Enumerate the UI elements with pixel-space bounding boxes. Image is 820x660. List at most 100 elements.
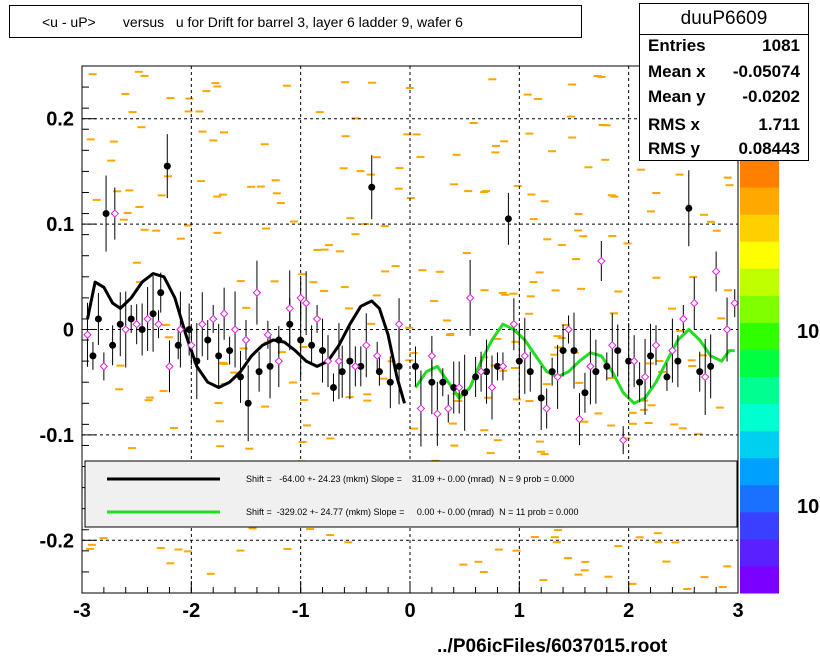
data-point-filled (94, 315, 102, 323)
hist-bin-mark (242, 306, 251, 309)
hist-bin-mark (474, 560, 483, 563)
hist-bin-mark (561, 324, 570, 326)
data-point-filled (603, 362, 611, 370)
data-point-diamond (444, 404, 453, 413)
legend-text: Shift = -64.00 +- 24.23 (mkm) Slope = 31… (246, 474, 574, 484)
hist-bin-mark (162, 323, 170, 326)
data-point-filled (149, 310, 157, 318)
data-point-filled (109, 341, 117, 349)
hist-bin-mark (580, 420, 589, 423)
data-point-filled (428, 378, 436, 386)
data-point-diamond (154, 320, 163, 329)
hist-bin-mark (198, 130, 207, 133)
hist-bin-mark (529, 281, 538, 284)
hist-bin-mark (450, 183, 458, 186)
hist-bin-mark (236, 280, 245, 283)
data-point-diamond (690, 298, 699, 308)
hist-bin-mark (381, 270, 390, 273)
hist-bin-mark (575, 381, 584, 384)
data-point-filled (504, 215, 512, 223)
stats-separator (640, 34, 808, 35)
hist-bin-mark (479, 571, 488, 573)
data-point-diamond (241, 335, 251, 345)
data-point-diamond (564, 325, 573, 334)
hist-bin-mark (550, 536, 559, 539)
hist-bin-mark (116, 364, 125, 367)
hist-bin-mark (195, 110, 204, 113)
data-point-diamond (372, 351, 382, 361)
hist-bin-mark (683, 588, 692, 590)
hist-bin-mark (640, 399, 649, 402)
hist-bin-mark (604, 575, 613, 578)
hist-bin-mark (715, 406, 724, 409)
hist-bin-mark (607, 194, 616, 197)
hist-bin-mark (539, 579, 548, 582)
hist-bin-mark (410, 427, 419, 430)
hist-bin-mark (309, 281, 318, 284)
stat-value: 0.08443 (738, 139, 800, 158)
data-point-filled (193, 357, 201, 365)
hist-bin-mark (452, 153, 461, 156)
hist-bin-mark (551, 289, 560, 292)
hist-bin-mark (339, 167, 348, 170)
hist-bin-mark (712, 229, 721, 232)
hist-bin-mark (283, 548, 292, 550)
hist-bin-mark (183, 550, 192, 553)
hist-bin-mark (628, 582, 637, 585)
data-point-diamond (433, 409, 442, 419)
hist-bin-mark (405, 359, 414, 362)
hist-bin-mark (670, 423, 679, 426)
data-point-diamond (597, 256, 606, 266)
data-point-filled (329, 383, 337, 391)
hist-bin-mark (121, 93, 130, 95)
hist-bin-mark (140, 74, 149, 77)
palette-label: 10 (797, 321, 819, 343)
data-point-diamond (476, 367, 486, 376)
data-point-diamond (187, 341, 196, 350)
hist-bin-mark (675, 173, 684, 176)
hist-bin-mark (394, 187, 403, 190)
hist-bin-mark (509, 292, 518, 295)
stat-row-mean-x: Mean x -0.05074 (648, 62, 800, 86)
hist-bin-mark (184, 110, 193, 113)
stat-label: Entries (648, 36, 706, 55)
data-point-filled (570, 347, 578, 355)
data-point-filled (674, 357, 682, 365)
hist-bin-mark (166, 562, 175, 565)
hist-bin-mark (500, 140, 509, 143)
hist-bin-mark (725, 184, 734, 187)
x-tick-label: 3 (732, 600, 743, 622)
y-tick-label: 0.1 (46, 214, 74, 236)
legend-text: Shift = -329.02 +- 24.77 (mkm) Slope = 0… (246, 507, 579, 517)
hist-bin-mark (128, 111, 137, 114)
palette-cell (740, 403, 779, 432)
hist-bin-mark (325, 244, 333, 247)
hist-bin-mark (239, 347, 248, 350)
data-point-filled (127, 315, 135, 323)
fit-curve (414, 322, 735, 405)
data-point-filled (319, 347, 327, 355)
hist-bin-mark (435, 270, 444, 273)
data-point-diamond (296, 293, 305, 303)
hist-bin-mark (601, 158, 610, 161)
hist-bin-mark (446, 333, 455, 335)
hist-bin-mark (628, 411, 637, 414)
stat-row-rms-x: RMS x 1.711 (648, 115, 800, 139)
hist-bin-mark (534, 98, 543, 100)
chart-title: <u - uP> versus u for Drift for barrel 3… (42, 14, 463, 30)
hist-bin-mark (527, 193, 536, 196)
data-point-filled (461, 389, 469, 397)
hist-bin-mark (548, 150, 557, 153)
color-palette: 10 10 (740, 160, 819, 594)
hist-bin-mark (644, 422, 653, 424)
data-point-diamond (83, 330, 92, 339)
hist-bin-mark (593, 75, 602, 77)
hist-bin-mark (608, 235, 617, 237)
data-point-filled (204, 336, 212, 344)
hist-bin-mark (567, 115, 576, 118)
hist-bin-mark (671, 541, 680, 544)
hist-bin-mark (218, 193, 227, 196)
data-point-diamond (143, 314, 152, 324)
palette-cell (740, 349, 779, 377)
palette-cell (740, 295, 779, 323)
